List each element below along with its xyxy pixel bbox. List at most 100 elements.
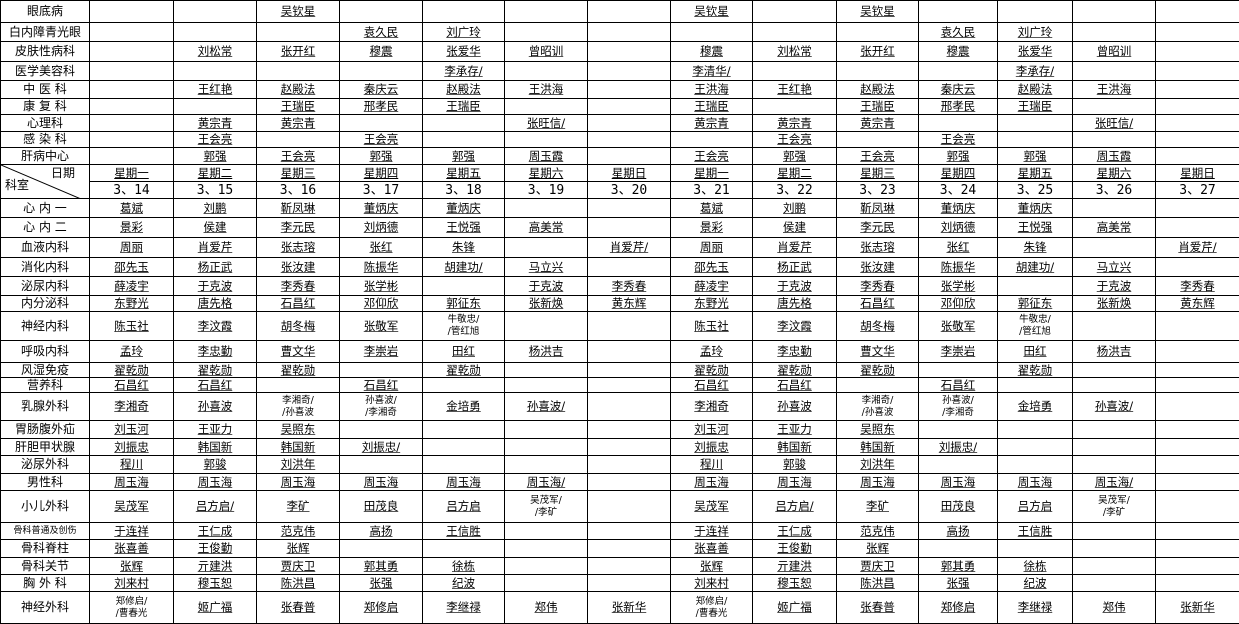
schedule-cell[interactable]: 肖爱芹 bbox=[173, 237, 257, 258]
schedule-cell[interactable]: 刘松常 bbox=[752, 41, 837, 62]
schedule-cell[interactable]: 贾庆卫 bbox=[256, 557, 340, 575]
schedule-cell[interactable]: 郭其勇 bbox=[339, 557, 423, 575]
schedule-cell[interactable] bbox=[504, 0, 588, 23]
schedule-cell[interactable] bbox=[504, 557, 588, 575]
schedule-cell[interactable]: 周玉海 bbox=[173, 473, 257, 491]
schedule-cell[interactable] bbox=[422, 276, 505, 296]
schedule-cell[interactable]: 李忠勤 bbox=[752, 340, 837, 363]
schedule-cell[interactable]: 秦庆云 bbox=[918, 80, 998, 99]
schedule-cell[interactable]: 王瑞臣 bbox=[997, 98, 1073, 115]
schedule-cell[interactable]: 王洪海 bbox=[504, 80, 588, 99]
schedule-cell[interactable] bbox=[1155, 114, 1239, 132]
schedule-cell[interactable]: 秦庆云 bbox=[339, 80, 423, 99]
schedule-cell[interactable]: 侯建 bbox=[173, 217, 257, 238]
schedule-cell[interactable] bbox=[339, 362, 423, 378]
schedule-cell[interactable]: 肖爱芹/ bbox=[587, 237, 671, 258]
schedule-cell[interactable]: 翟乾勋 bbox=[422, 362, 505, 378]
schedule-cell[interactable]: 黄东辉 bbox=[1155, 295, 1239, 312]
schedule-cell[interactable]: 周玉海 bbox=[339, 473, 423, 491]
schedule-cell[interactable]: 郑修启 bbox=[339, 591, 423, 624]
schedule-cell[interactable]: 邵先玉 bbox=[670, 257, 753, 277]
schedule-cell[interactable] bbox=[918, 61, 998, 81]
schedule-cell[interactable]: 王会亮 bbox=[918, 131, 998, 148]
schedule-cell[interactable]: 周玉海 bbox=[89, 473, 174, 491]
department-label[interactable]: 医学美容科 bbox=[0, 61, 90, 81]
schedule-cell[interactable]: 葛斌 bbox=[89, 198, 174, 218]
schedule-cell[interactable] bbox=[1155, 539, 1239, 558]
schedule-cell[interactable]: 翟乾勋 bbox=[256, 362, 340, 378]
schedule-cell[interactable]: 刘来村 bbox=[89, 574, 174, 592]
department-label[interactable]: 营养科 bbox=[0, 377, 90, 393]
schedule-cell[interactable]: 郭强 bbox=[173, 147, 257, 165]
schedule-cell[interactable]: 张汝建 bbox=[256, 257, 340, 277]
schedule-cell[interactable]: 张红 bbox=[339, 237, 423, 258]
schedule-cell[interactable] bbox=[1155, 98, 1239, 115]
schedule-cell[interactable]: 黄宗青 bbox=[173, 114, 257, 132]
schedule-cell[interactable]: 张开红 bbox=[256, 41, 340, 62]
department-label[interactable]: 内分泌科 bbox=[0, 295, 90, 312]
schedule-cell[interactable]: 王红艳 bbox=[173, 80, 257, 99]
schedule-cell[interactable]: 陈洪昌 bbox=[836, 574, 919, 592]
schedule-cell[interactable] bbox=[997, 276, 1073, 296]
schedule-cell[interactable] bbox=[504, 61, 588, 81]
schedule-cell[interactable]: 王亚力 bbox=[752, 420, 837, 439]
schedule-cell[interactable]: 翟乾勋 bbox=[752, 362, 837, 378]
schedule-cell[interactable]: 张春普 bbox=[836, 591, 919, 624]
schedule-cell[interactable]: 董炳庆 bbox=[422, 198, 505, 218]
schedule-cell[interactable] bbox=[173, 61, 257, 81]
schedule-cell[interactable] bbox=[1155, 0, 1239, 23]
schedule-cell[interactable]: 郭其勇 bbox=[918, 557, 998, 575]
schedule-cell[interactable]: 高美常 bbox=[504, 217, 588, 238]
schedule-cell[interactable]: 王会亮 bbox=[256, 147, 340, 165]
schedule-cell[interactable]: 亓建洪 bbox=[752, 557, 837, 575]
schedule-cell[interactable] bbox=[422, 438, 505, 456]
schedule-cell[interactable] bbox=[173, 22, 257, 42]
schedule-cell[interactable] bbox=[587, 311, 671, 341]
schedule-cell[interactable]: 张喜善 bbox=[89, 539, 174, 558]
schedule-cell[interactable]: 穆玉恕 bbox=[752, 574, 837, 592]
schedule-cell[interactable]: 张辉 bbox=[670, 557, 753, 575]
schedule-cell[interactable]: 孙喜波/ bbox=[1072, 392, 1156, 421]
schedule-cell[interactable] bbox=[1155, 455, 1239, 474]
schedule-cell[interactable] bbox=[89, 22, 174, 42]
schedule-cell[interactable]: 吴钦星 bbox=[670, 0, 753, 23]
schedule-cell[interactable] bbox=[997, 377, 1073, 393]
schedule-cell[interactable]: 翟乾勋 bbox=[173, 362, 257, 378]
schedule-cell[interactable]: 东野光 bbox=[670, 295, 753, 312]
schedule-cell[interactable]: 吕方启 bbox=[422, 490, 505, 523]
schedule-cell[interactable]: 吴照东 bbox=[256, 420, 340, 439]
schedule-cell[interactable] bbox=[504, 198, 588, 218]
schedule-cell[interactable]: 胡建功/ bbox=[422, 257, 505, 277]
schedule-cell[interactable]: 石昌红 bbox=[339, 377, 423, 393]
schedule-cell[interactable] bbox=[422, 455, 505, 474]
schedule-cell[interactable] bbox=[587, 392, 671, 421]
schedule-cell[interactable]: 赵殿法 bbox=[422, 80, 505, 99]
schedule-cell[interactable]: 穆震 bbox=[670, 41, 753, 62]
schedule-cell[interactable]: 王悦强 bbox=[997, 217, 1073, 238]
schedule-cell[interactable] bbox=[587, 420, 671, 439]
schedule-cell[interactable]: 王瑞臣 bbox=[670, 98, 753, 115]
schedule-cell[interactable]: 王瑞臣 bbox=[836, 98, 919, 115]
schedule-cell[interactable]: 吴钦星 bbox=[256, 0, 340, 23]
schedule-cell[interactable] bbox=[1072, 377, 1156, 393]
schedule-cell[interactable]: 张新华 bbox=[1155, 591, 1239, 624]
schedule-cell[interactable]: 牛敬忠/ /管红旭 bbox=[997, 311, 1073, 341]
schedule-cell[interactable]: 李元民 bbox=[836, 217, 919, 238]
schedule-cell[interactable]: 邢孝民 bbox=[339, 98, 423, 115]
department-label[interactable]: 胸 外 科 bbox=[0, 574, 90, 592]
department-label[interactable]: 白内障青光眼 bbox=[0, 22, 90, 42]
schedule-cell[interactable]: 张春普 bbox=[256, 591, 340, 624]
schedule-cell[interactable]: 穆玉恕 bbox=[173, 574, 257, 592]
schedule-cell[interactable] bbox=[1072, 362, 1156, 378]
schedule-cell[interactable] bbox=[89, 114, 174, 132]
schedule-cell[interactable] bbox=[587, 257, 671, 277]
schedule-cell[interactable] bbox=[587, 98, 671, 115]
schedule-cell[interactable]: 王洪海 bbox=[670, 80, 753, 99]
schedule-cell[interactable] bbox=[422, 114, 505, 132]
schedule-cell[interactable]: 王仁成 bbox=[173, 522, 257, 540]
schedule-cell[interactable]: 石昌红 bbox=[918, 377, 998, 393]
schedule-cell[interactable]: 景彩 bbox=[89, 217, 174, 238]
schedule-cell[interactable]: 穆震 bbox=[918, 41, 998, 62]
schedule-cell[interactable] bbox=[256, 377, 340, 393]
schedule-cell[interactable]: 李崇岩 bbox=[339, 340, 423, 363]
